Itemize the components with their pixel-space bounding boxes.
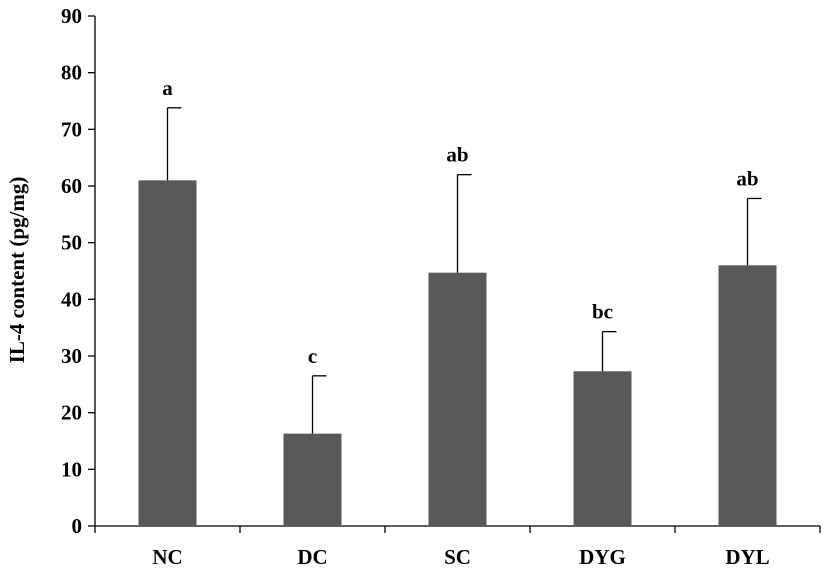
bar-sc [428,272,487,526]
significance-label: ab [446,143,468,167]
x-category-label: SC [444,545,471,569]
bar-dyl [718,265,777,526]
x-category-label: DYL [725,545,769,569]
bar-nc [138,180,197,527]
x-category-label: NC [152,545,182,569]
y-tick-label: 0 [72,514,83,538]
y-tick-label: 70 [61,117,82,141]
bar-dyg [573,371,632,526]
plot-area: 0 10 20 30 40 50 60 70 80 90 a NC c DC ab SC bc DYG ab DYL [61,4,821,569]
y-tick-label: 80 [61,61,82,85]
significance-label: ab [736,166,758,190]
y-tick-label: 20 [61,401,82,425]
y-tick-label: 30 [61,344,82,368]
x-category-label: DC [297,545,327,569]
y-tick-label: 40 [61,287,82,311]
significance-label: c [308,344,317,368]
y-axis-title: IL-4 content (pg/mg) [5,177,29,364]
y-tick-label: 50 [61,231,82,255]
y-tick-label: 60 [61,174,82,198]
significance-label: bc [592,300,613,324]
y-tick-label: 10 [61,457,82,481]
x-category-label: DYG [579,545,626,569]
bar-dc [283,433,342,526]
significance-label: a [162,76,173,100]
y-tick-label: 90 [61,4,82,28]
